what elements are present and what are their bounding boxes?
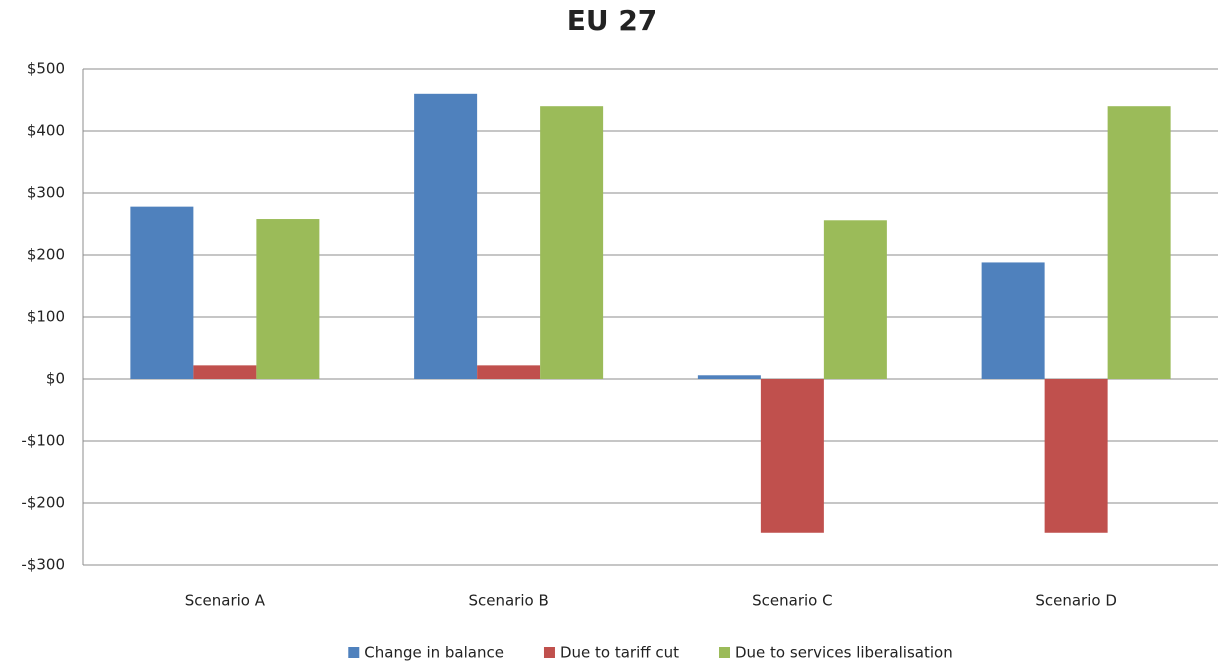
chart-title: EU 27 — [567, 4, 658, 37]
bar — [1107, 106, 1171, 379]
y-tick-label: -$100 — [21, 432, 65, 450]
y-tick-label: $300 — [27, 184, 65, 202]
x-tick-label: Scenario C — [752, 592, 832, 610]
y-tick-label: $200 — [27, 246, 65, 264]
y-tick-label: $500 — [27, 60, 65, 78]
x-tick-label: Scenario D — [1035, 592, 1117, 610]
bar — [760, 379, 824, 533]
bar — [823, 220, 887, 379]
bar — [981, 262, 1045, 379]
legend-swatch — [348, 647, 360, 658]
x-tick-label: Scenario A — [185, 592, 266, 610]
bar — [414, 93, 478, 380]
y-tick-label: $400 — [27, 122, 65, 140]
legend-swatch — [543, 647, 555, 658]
legend-label: Change in balance — [364, 644, 504, 662]
legend-swatch — [719, 647, 731, 658]
y-tick-label: -$200 — [21, 494, 65, 512]
bar — [193, 365, 257, 379]
bar — [697, 375, 761, 379]
y-tick-label: $0 — [46, 370, 65, 388]
bar — [256, 219, 320, 379]
y-tick-label: $100 — [27, 308, 65, 326]
x-tick-label: Scenario B — [468, 592, 548, 610]
legend-label: Due to tariff cut — [560, 644, 679, 662]
legend-label: Due to services liberalisation — [735, 644, 953, 662]
y-tick-label: -$300 — [21, 556, 65, 574]
bar — [477, 365, 541, 379]
bar — [540, 106, 604, 379]
bar — [130, 206, 194, 379]
bar — [1044, 379, 1108, 533]
